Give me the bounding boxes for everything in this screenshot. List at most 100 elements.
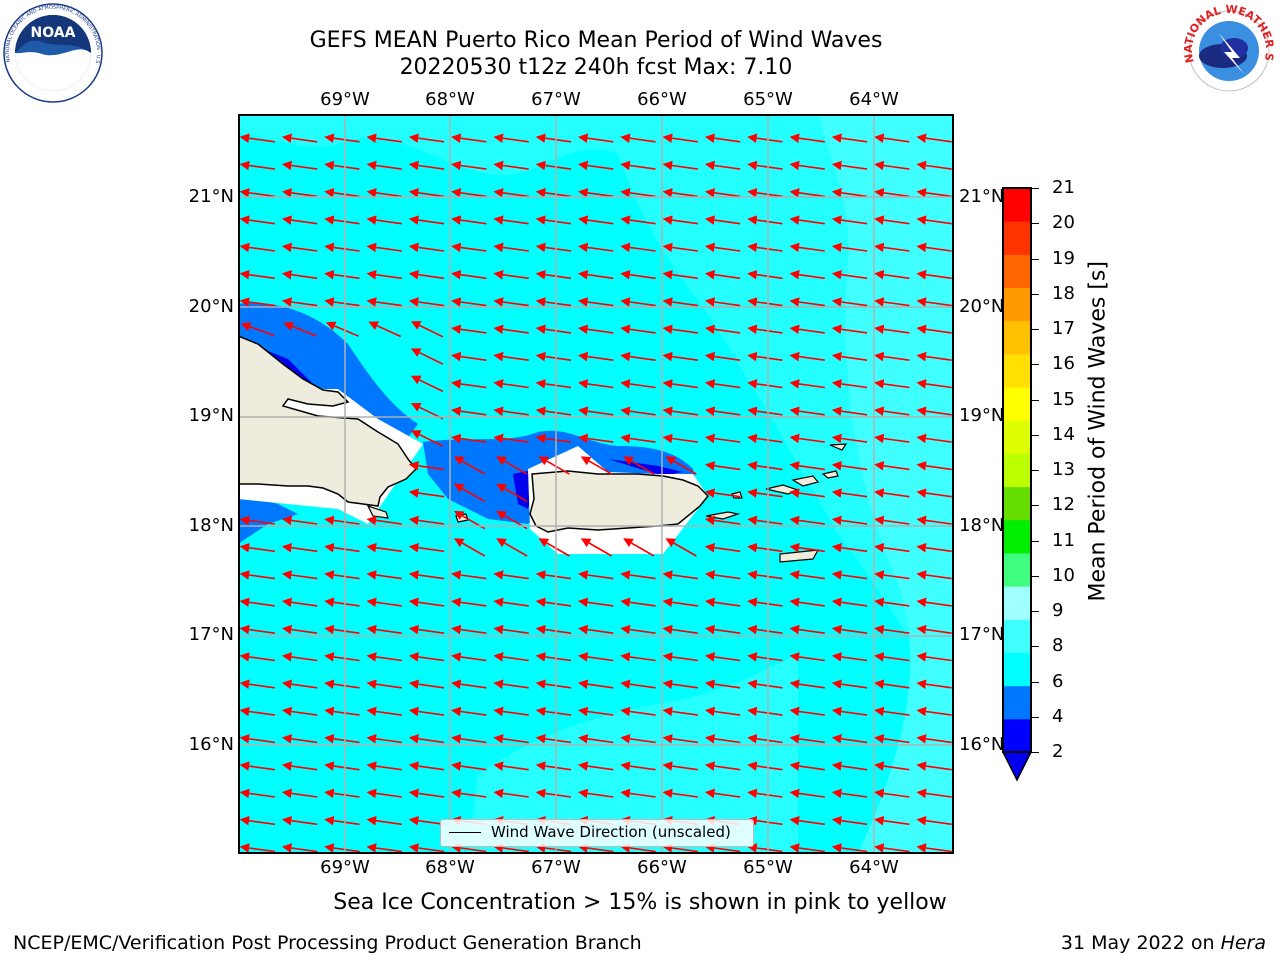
wind-wave-arrow [662,269,699,280]
wind-wave-arrow [239,815,276,826]
wind-wave-arrow [451,160,487,171]
wind-wave-arrow [747,843,783,853]
wind-wave-arrow [281,815,318,826]
wind-wave-arrow [239,515,276,526]
wind-wave-arrow [620,652,656,662]
sea-ice-note: Sea Ice Concentration > 15% is shown in … [333,890,947,915]
wind-wave-arrow [916,269,952,280]
wind-wave-arrow [577,706,614,717]
wind-wave-arrow [324,679,360,689]
wind-wave-arrow [324,242,360,253]
wind-wave-arrow [535,324,572,335]
wind-wave-arrows [239,133,952,853]
wind-wave-arrow [620,761,656,771]
wind-wave-arrow [535,297,572,307]
lat-label-right-19n: 19°N [959,405,1005,426]
wind-wave-arrow [410,375,444,393]
wind-wave-arrow [410,430,444,447]
wind-wave-arrow [874,515,910,526]
lat-label-right-21n: 21°N [959,186,1005,207]
wind-wave-arrow [366,652,402,662]
wind-wave-arrow [239,215,276,225]
wind-wave-arrow [366,133,402,143]
wind-wave-arrow [662,761,699,771]
wind-wave-arrow [239,188,276,198]
wind-wave-arrow [577,215,614,225]
map-panel [238,114,954,854]
wind-wave-arrow [239,706,276,717]
wind-wave-arrow [916,297,952,307]
wind-wave-arrow [623,538,655,557]
wind-wave-arrow [789,679,825,689]
lon-label-bottom-64w: 64°W [849,857,899,878]
lat-label-right-18n: 18°N [959,515,1005,536]
wind-wave-arrow [916,324,952,335]
wind-wave-arrow [620,406,656,416]
wind-wave-arrow [916,788,952,799]
wind-wave-arrow [239,788,276,799]
wind-wave-arrow [408,624,445,635]
wind-wave-arrow [662,706,699,717]
wind-wave-arrow [831,652,868,662]
wind-wave-arrow [620,188,656,198]
footer-host: Hera [1220,932,1266,954]
wind-wave-arrow [704,624,741,635]
wind-wave-arrow [916,542,952,553]
map-title: GEFS MEAN Puerto Rico Mean Period of Win… [309,28,883,53]
colorbar-tick-mark [1031,716,1039,718]
wind-wave-arrow [747,324,783,335]
wind-wave-arrow [704,679,741,689]
wind-wave-arrow [620,706,656,717]
wind-wave-arrow [874,843,910,853]
wind-wave-arrow [916,734,952,744]
wind-wave-arrow [747,488,783,498]
wind-wave-arrow [366,542,402,553]
wind-wave-arrow [662,379,699,389]
wind-wave-arrow [874,215,910,225]
wind-wave-arrow [281,624,318,635]
wind-wave-arrow [366,679,402,689]
wind-wave-arrow [239,542,276,553]
wind-wave-arrow [916,133,952,143]
wind-wave-arrow [451,269,487,280]
wind-wave-arrow [325,321,359,337]
legend-line-icon [449,832,481,833]
wind-wave-arrow [324,624,360,635]
wind-wave-arrow [408,515,445,526]
wind-wave-arrow [916,351,952,362]
wind-wave-arrow [662,652,699,662]
wind-wave-arrow [281,679,318,689]
wind-wave-arrow [239,843,276,853]
colorbar-tick-mark [1031,258,1039,260]
wind-wave-arrow [704,188,741,198]
wind-wave-arrow [789,188,825,198]
wind-wave-arrow [535,406,572,416]
wind-wave-arrow [451,734,487,744]
wind-wave-arrow [408,761,445,771]
wind-wave-arrow [789,515,825,526]
land-beata [366,504,389,519]
wind-wave-arrow [874,542,910,553]
wind-wave-arrow [281,269,318,280]
wind-wave-arrow [239,652,276,662]
wind-wave-arrow [324,652,360,662]
wind-wave-arrow [665,456,697,475]
colorbar-cell [1003,685,1031,720]
wind-wave-arrow [831,324,868,335]
wind-wave-arrow [408,815,445,826]
wind-wave-arrow [408,133,445,143]
colorbar-tick-mark [1031,646,1039,648]
wind-wave-arrow [577,351,614,362]
wind-wave-arrow [493,297,529,307]
wind-wave-arrow [831,297,868,307]
wind-wave-arrow [747,433,783,444]
wind-wave-arrow [239,242,276,253]
wind-wave-arrow [704,488,741,498]
wind-wave-arrow [747,706,783,717]
wind-wave-arrow [324,542,360,553]
wind-wave-arrow [408,652,445,662]
wind-wave-arrow [496,456,528,475]
wind-wave-arrow [408,679,445,689]
wind-wave-arrow [789,215,825,225]
wind-wave-arrow [747,515,783,526]
